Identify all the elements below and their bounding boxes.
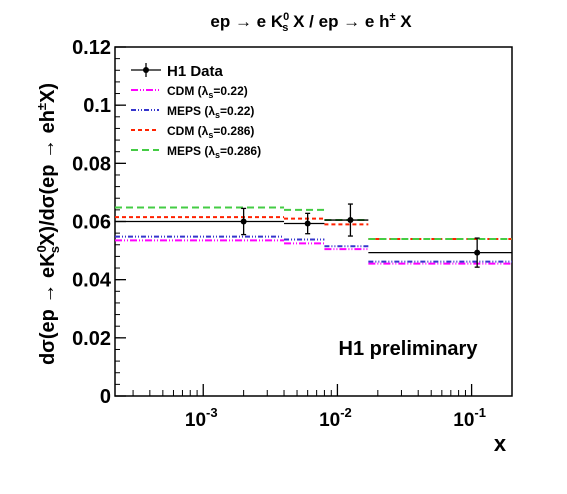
y-tick-label-5: 0.1 xyxy=(83,95,111,117)
data-point-1-marker xyxy=(304,220,311,227)
data-point-0 xyxy=(115,207,285,236)
data-point-0-marker xyxy=(240,218,247,225)
x-tick-label-0: 10-3 xyxy=(185,405,218,431)
legend-label-0: CDM (λs=0.22) xyxy=(167,84,248,100)
legend: H1 Data CDM (λs=0.22) MEPS (λs=0.22) CDM (λ… xyxy=(131,63,261,160)
x-tick-label-1: 10-2 xyxy=(319,405,352,431)
legend-data-marker xyxy=(143,67,149,73)
legend-data-label: H1 Data xyxy=(167,63,224,80)
y-axis-label: dσ(ep → eK0sX)/dσ(ep → eh±X) xyxy=(34,83,62,365)
ylabel-superscript-2: ± xyxy=(34,103,49,110)
y-tick-label-1: 0.02 xyxy=(72,328,111,350)
y-tick-label-0: 0 xyxy=(100,386,111,408)
legend-item-2: CDM (λs=0.286) xyxy=(131,124,254,140)
y-tick-label-6: 0.12 xyxy=(72,37,111,59)
legend-item-3: MEPS (λs=0.286) xyxy=(131,144,261,160)
legend-label-1: MEPS (λs=0.22) xyxy=(167,104,254,120)
data-point-3-marker xyxy=(474,249,481,256)
title-superscript-2: ± xyxy=(389,11,395,23)
y-tick-label-2: 0.04 xyxy=(72,270,112,292)
legend-item-data: H1 Data xyxy=(131,63,224,80)
ylabel-subscript: s xyxy=(47,246,62,253)
chart-title: ep → e K0 s X / ep → e h± X xyxy=(210,11,412,34)
x-tick-label-2: 10-1 xyxy=(453,405,486,431)
data-point-3 xyxy=(368,237,512,268)
y-tick-label-4: 0.08 xyxy=(72,153,111,175)
legend-label-2: CDM (λs=0.286) xyxy=(167,124,254,140)
title-superscript: 0 xyxy=(283,11,289,23)
data-point-2-marker xyxy=(347,217,354,224)
legend-item-0: CDM (λs=0.22) xyxy=(131,84,248,100)
x-axis-label: x xyxy=(494,431,507,456)
ylabel-superscript: 0 xyxy=(34,245,49,252)
data-point-2 xyxy=(324,203,369,237)
h1-preliminary-label: H1 preliminary xyxy=(339,338,479,360)
y-tick-label-3: 0.06 xyxy=(72,212,111,234)
legend-item-1: MEPS (λs=0.22) xyxy=(131,104,254,120)
legend-label-3: MEPS (λs=0.286) xyxy=(167,144,261,160)
data-point-1 xyxy=(284,212,325,235)
title-subscript: s xyxy=(282,22,288,34)
